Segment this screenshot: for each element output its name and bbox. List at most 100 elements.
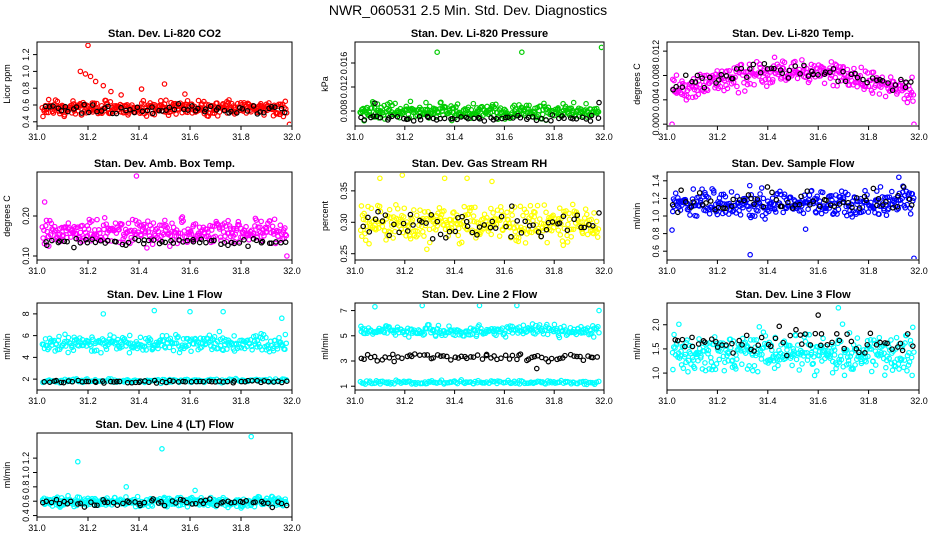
data-point — [225, 242, 231, 249]
chart-panel-2: Stan. Dev. Li-820 Pressure kPa 31.0 31.2 31.… — [320, 28, 613, 142]
data-point — [362, 330, 368, 337]
data-point — [522, 240, 529, 246]
data-point — [551, 321, 558, 328]
data-point — [748, 195, 754, 202]
data-point — [835, 206, 842, 213]
data-point — [726, 68, 733, 74]
data-point — [699, 186, 705, 192]
x-tick-label: 31.8 — [860, 132, 878, 142]
data-point — [787, 342, 793, 349]
data-point — [466, 205, 473, 211]
data-point — [89, 236, 95, 243]
data-point — [578, 219, 584, 225]
data-point — [907, 92, 914, 98]
data-point — [83, 233, 90, 240]
data-point — [773, 209, 779, 215]
data-point — [50, 110, 57, 116]
data-point — [904, 367, 910, 374]
data-point — [906, 196, 913, 203]
data-point — [366, 240, 372, 247]
data-point — [844, 347, 850, 353]
data-point — [669, 121, 675, 125]
data-point — [372, 216, 379, 223]
x-tick-label: 31.0 — [28, 523, 46, 533]
data-point — [854, 74, 861, 81]
data-point — [284, 253, 290, 259]
data-point — [135, 237, 142, 244]
data-point — [127, 106, 133, 113]
data-point — [867, 337, 874, 343]
data-point — [166, 344, 173, 351]
data-point — [57, 504, 63, 510]
data-point — [69, 344, 75, 351]
data-point — [187, 228, 194, 235]
data-point — [419, 228, 426, 235]
data-point — [281, 109, 288, 116]
data-point — [860, 76, 866, 83]
data-point — [893, 334, 900, 341]
data-point — [874, 77, 880, 84]
x-tick-label: 31.6 — [181, 523, 199, 533]
data-point — [468, 204, 475, 211]
y-tick-label: 0.000 — [651, 113, 661, 136]
data-point — [590, 223, 596, 229]
data-point — [488, 205, 494, 212]
data-point — [43, 498, 50, 505]
data-point — [119, 241, 126, 248]
data-point — [175, 100, 182, 107]
x-tick-label: 31.8 — [232, 132, 250, 142]
data-point — [374, 358, 381, 364]
y-tick-label: 0.8 — [21, 82, 31, 95]
data-point — [864, 79, 870, 86]
data-point — [150, 237, 157, 243]
data-point — [680, 365, 687, 372]
data-point — [884, 340, 890, 347]
data-point — [820, 335, 826, 342]
x-tick-label: 31.8 — [232, 523, 250, 533]
data-point — [407, 235, 414, 242]
data-point — [799, 361, 805, 367]
data-point — [814, 193, 820, 200]
data-point — [695, 341, 702, 347]
data-point — [220, 499, 226, 505]
data-point — [391, 358, 397, 365]
data-point — [282, 225, 288, 231]
data-point — [787, 194, 794, 201]
data-point — [825, 348, 832, 354]
data-point — [748, 192, 755, 198]
data-point — [778, 203, 785, 210]
chart-title: Stan. Dev. Amb. Box Temp. — [94, 158, 235, 170]
data-point — [669, 227, 675, 233]
data-point — [835, 78, 841, 85]
data-point — [802, 226, 809, 233]
data-point — [685, 368, 691, 375]
data-point — [488, 231, 495, 238]
data-point — [153, 380, 160, 386]
data-point — [691, 365, 698, 372]
data-point — [438, 353, 444, 359]
data-point — [904, 331, 911, 337]
data-point — [565, 221, 571, 228]
data-point — [422, 222, 429, 229]
data-point — [401, 205, 408, 212]
data-point — [504, 324, 510, 330]
data-point — [40, 113, 46, 120]
data-point — [170, 240, 177, 246]
data-point — [416, 352, 423, 358]
data-point — [153, 339, 160, 346]
data-point — [728, 189, 735, 195]
data-point — [279, 379, 285, 386]
data-point — [82, 71, 89, 77]
data-point — [249, 377, 255, 384]
x-tick-label: 31.6 — [181, 132, 199, 142]
data-point — [183, 234, 190, 241]
data-point — [722, 193, 729, 200]
data-point — [284, 378, 290, 384]
data-point — [411, 351, 418, 357]
data-point — [252, 499, 258, 505]
data-point — [146, 339, 153, 346]
data-point — [373, 225, 379, 232]
data-point — [426, 239, 433, 246]
data-point — [562, 352, 568, 359]
data-point — [850, 366, 856, 372]
